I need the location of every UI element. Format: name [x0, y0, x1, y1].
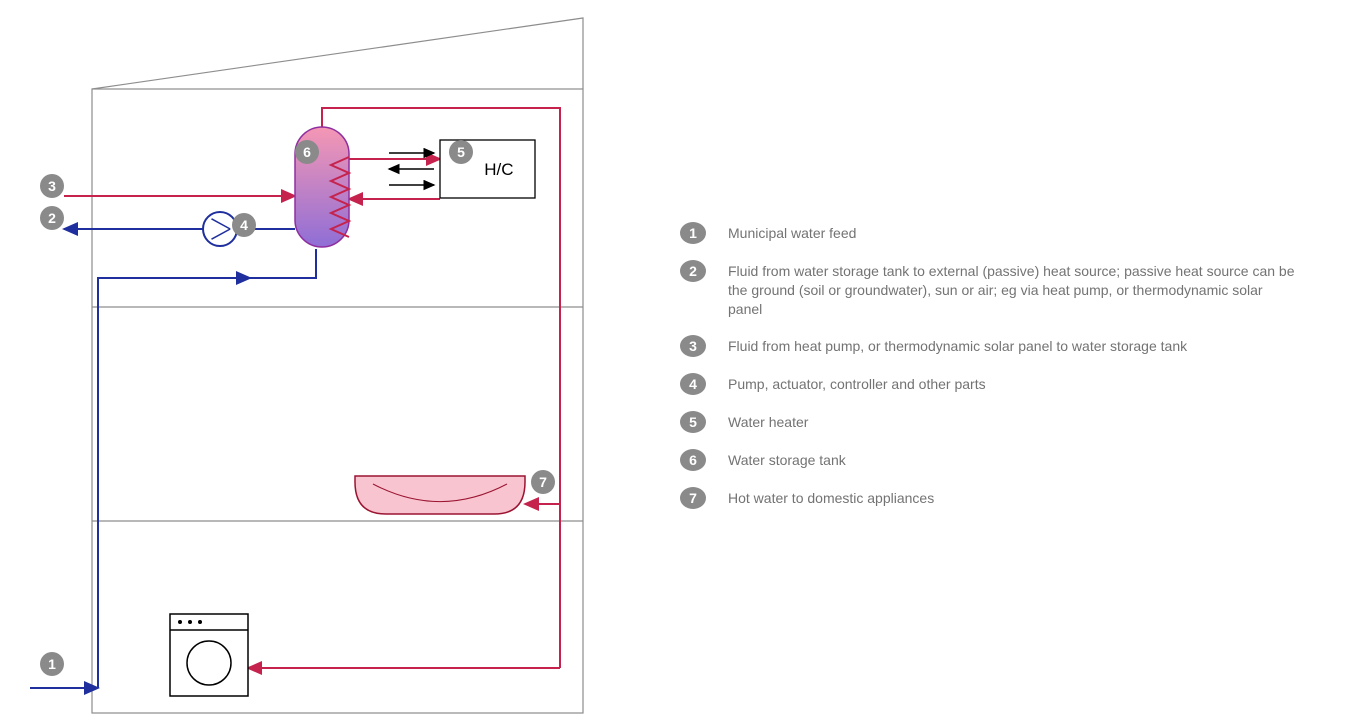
legend-item-1: 1 Municipal water feed	[680, 222, 1300, 244]
legend-text: Municipal water feed	[728, 222, 1300, 243]
washing-machine-icon	[170, 614, 248, 696]
legend-text: Fluid from water storage tank to externa…	[728, 260, 1300, 319]
legend: 1 Municipal water feed 2 Fluid from water s…	[680, 222, 1300, 525]
callout-badge-4: 4	[232, 213, 256, 237]
svg-text:2: 2	[48, 210, 56, 226]
legend-text: Fluid from heat pump, or thermodynamic s…	[728, 335, 1300, 356]
legend-text: Water heater	[728, 411, 1300, 432]
callout-badge-7: 7	[531, 470, 555, 494]
house-frame	[92, 18, 583, 713]
legend-badge: 3	[680, 335, 706, 357]
svg-text:1: 1	[48, 656, 56, 672]
svg-text:7: 7	[539, 474, 547, 490]
legend-badge: 4	[680, 373, 706, 395]
svg-text:6: 6	[303, 144, 311, 160]
legend-item-5: 5 Water heater	[680, 411, 1300, 433]
legend-item-3: 3 Fluid from heat pump, or thermodynamic …	[680, 335, 1300, 357]
heater-label: H/C	[484, 160, 513, 179]
legend-badge: 7	[680, 487, 706, 509]
legend-badge: 6	[680, 449, 706, 471]
callout-badge-5: 5	[449, 140, 473, 164]
legend-item-4: 4 Pump, actuator, controller and other pa…	[680, 373, 1300, 395]
legend-badge: 5	[680, 411, 706, 433]
svg-text:5: 5	[457, 144, 465, 160]
pump-icon	[203, 212, 237, 246]
legend-badge: 2	[680, 260, 706, 282]
svg-text:3: 3	[48, 178, 56, 194]
callout-badge-3: 3	[40, 174, 64, 198]
legend-text: Hot water to domestic appliances	[728, 487, 1300, 508]
legend-text: Water storage tank	[728, 449, 1300, 470]
svg-text:4: 4	[240, 217, 248, 233]
legend-badge: 1	[680, 222, 706, 244]
legend-item-2: 2 Fluid from water storage tank to extern…	[680, 260, 1300, 319]
callout-badge-2: 2	[40, 206, 64, 230]
callout-badge-1: 1	[40, 652, 64, 676]
legend-text: Pump, actuator, controller and other par…	[728, 373, 1300, 394]
legend-item-6: 6 Water storage tank	[680, 449, 1300, 471]
bathtub-icon	[355, 476, 525, 514]
legend-item-7: 7 Hot water to domestic appliances	[680, 487, 1300, 509]
callout-badge-6: 6	[295, 140, 319, 164]
